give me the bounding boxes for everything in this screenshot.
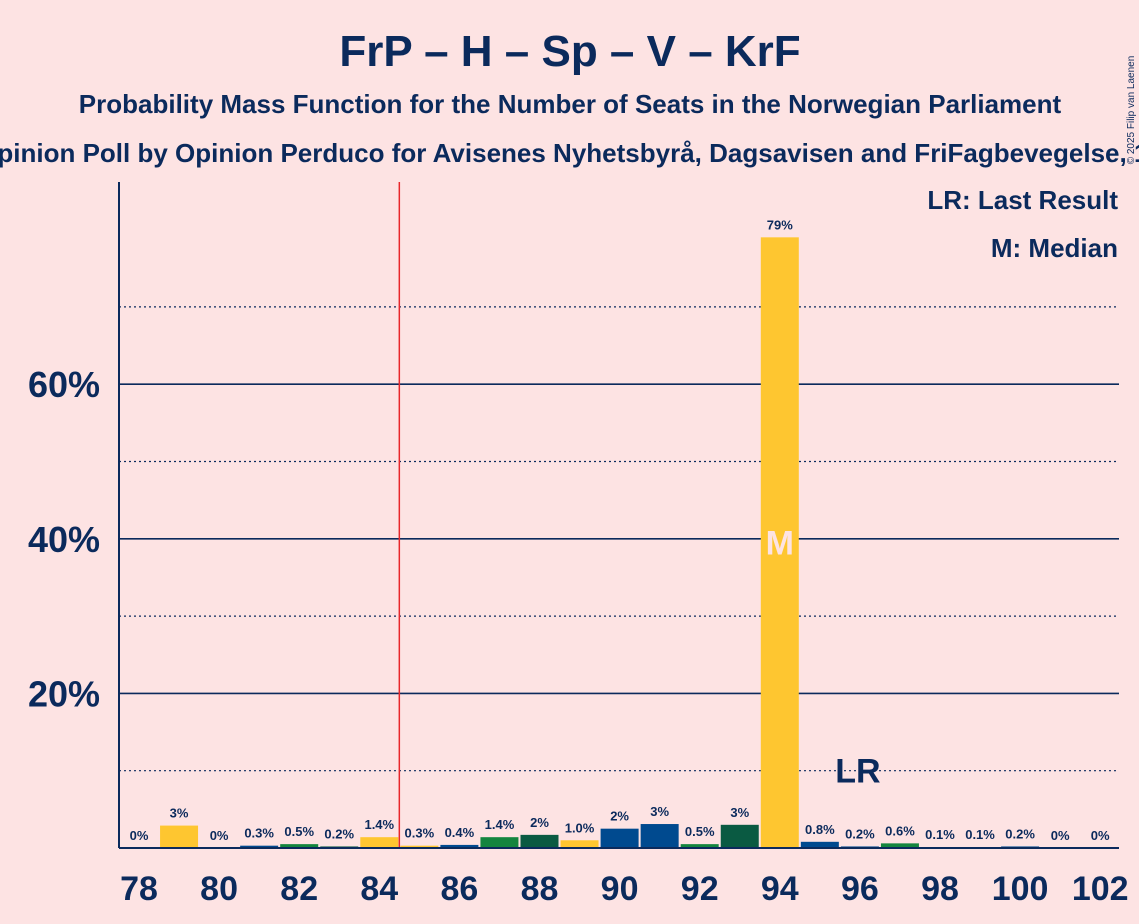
bar-label-seat-96: 0.2%: [845, 826, 875, 841]
bar-label-seat-99: 0.1%: [965, 827, 995, 842]
bar-label-seat-89: 1.0%: [565, 820, 595, 835]
x-tick-label: 82: [280, 870, 318, 908]
bar-label-seat-82: 0.5%: [284, 824, 314, 839]
bar-label-seat-100: 0.2%: [1005, 826, 1035, 841]
bar-label-seat-90: 2%: [610, 809, 629, 824]
bar-seat-89: [560, 840, 599, 848]
bar-seat-81: [240, 845, 279, 848]
bar-seat-95: [800, 841, 839, 848]
x-tick-labels: 78 80 82 84 86 88 90 92 94 96 98 100 102: [120, 870, 1128, 908]
bar-label-seat-93: 3%: [730, 805, 749, 820]
last-result-marker: LR: [835, 753, 880, 791]
bar-seat-88: [520, 834, 559, 848]
x-tick-label: 86: [440, 870, 478, 908]
bar-label-seat-78: 0%: [130, 828, 149, 843]
x-tick-label: 88: [521, 870, 559, 908]
gridlines: [119, 306, 1119, 772]
x-tick-label: 102: [1072, 870, 1129, 908]
chart-source-line: Opinion Poll by Opinion Perduco for Avis…: [0, 138, 1139, 168]
bar-label-seat-91: 3%: [650, 804, 669, 819]
bar-seat-87: [480, 837, 519, 848]
legend-median: M: Median: [991, 233, 1118, 263]
bar-label-seat-95: 0.8%: [805, 822, 835, 837]
bar-label-seat-85: 0.3%: [405, 826, 435, 841]
bar-seat-90: [600, 828, 639, 848]
copyright-text: © 2025 Filip van Laenen: [1126, 56, 1137, 165]
bar-label-seat-81: 0.3%: [244, 826, 274, 841]
bar-seat-92: [680, 844, 719, 848]
y-tick-label: 60%: [28, 364, 100, 405]
bar-label-seat-94: 79%: [767, 217, 793, 232]
bar-label-seat-86: 0.4%: [445, 825, 475, 840]
bar-seat-86: [440, 844, 479, 848]
y-tick-label: 40%: [28, 519, 100, 560]
bar-seat-79: [160, 825, 199, 848]
x-tick-label: 100: [992, 870, 1049, 908]
bar-seat-82: [280, 844, 319, 848]
y-tick-label: 20%: [28, 673, 100, 714]
median-marker: M: [766, 525, 794, 563]
bar-label-seat-79: 3%: [170, 806, 189, 821]
bar-seat-94: [760, 237, 799, 848]
bar-label-seat-97: 0.6%: [885, 823, 915, 838]
x-tick-label: 80: [200, 870, 238, 908]
x-tick-label: 94: [761, 870, 799, 908]
chart-title: FrP – H – Sp – V – KrF: [339, 27, 800, 76]
chart-subtitle: Probability Mass Function for the Number…: [79, 89, 1062, 119]
bar-label-seat-92: 0.5%: [685, 824, 715, 839]
bar-label-seat-83: 0.2%: [324, 826, 354, 841]
x-tick-label: 98: [921, 870, 959, 908]
bar-seat-84: [360, 837, 399, 848]
bar-label-seat-80: 0%: [210, 828, 229, 843]
x-tick-label: 92: [681, 870, 719, 908]
x-tick-label: 84: [360, 870, 398, 908]
bar-label-seat-84: 1.4%: [364, 817, 394, 832]
bar-seat-85: [400, 845, 439, 848]
x-tick-label: 78: [120, 870, 158, 908]
bar-seat-93: [720, 824, 759, 848]
bar-label-seat-102: 0%: [1091, 828, 1110, 843]
bar-labels: 0% 3% 0% 0.3% 0.5% 0.2% 1.4% 0.3% 0.4% 1.4% 2% 1.0%…: [130, 217, 1110, 843]
y-tick-labels: 20% 40% 60%: [28, 364, 100, 714]
bar-label-seat-88: 2%: [530, 815, 549, 830]
bar-seat-91: [640, 824, 679, 848]
x-tick-label: 96: [841, 870, 879, 908]
bar-label-seat-101: 0%: [1051, 828, 1070, 843]
legend-last-result: LR: Last Result: [927, 185, 1118, 215]
bar-seat-97: [880, 843, 919, 848]
x-tick-label: 90: [601, 870, 639, 908]
bars: [160, 237, 1040, 848]
bar-label-seat-98: 0.1%: [925, 827, 955, 842]
bar-label-seat-87: 1.4%: [485, 817, 515, 832]
